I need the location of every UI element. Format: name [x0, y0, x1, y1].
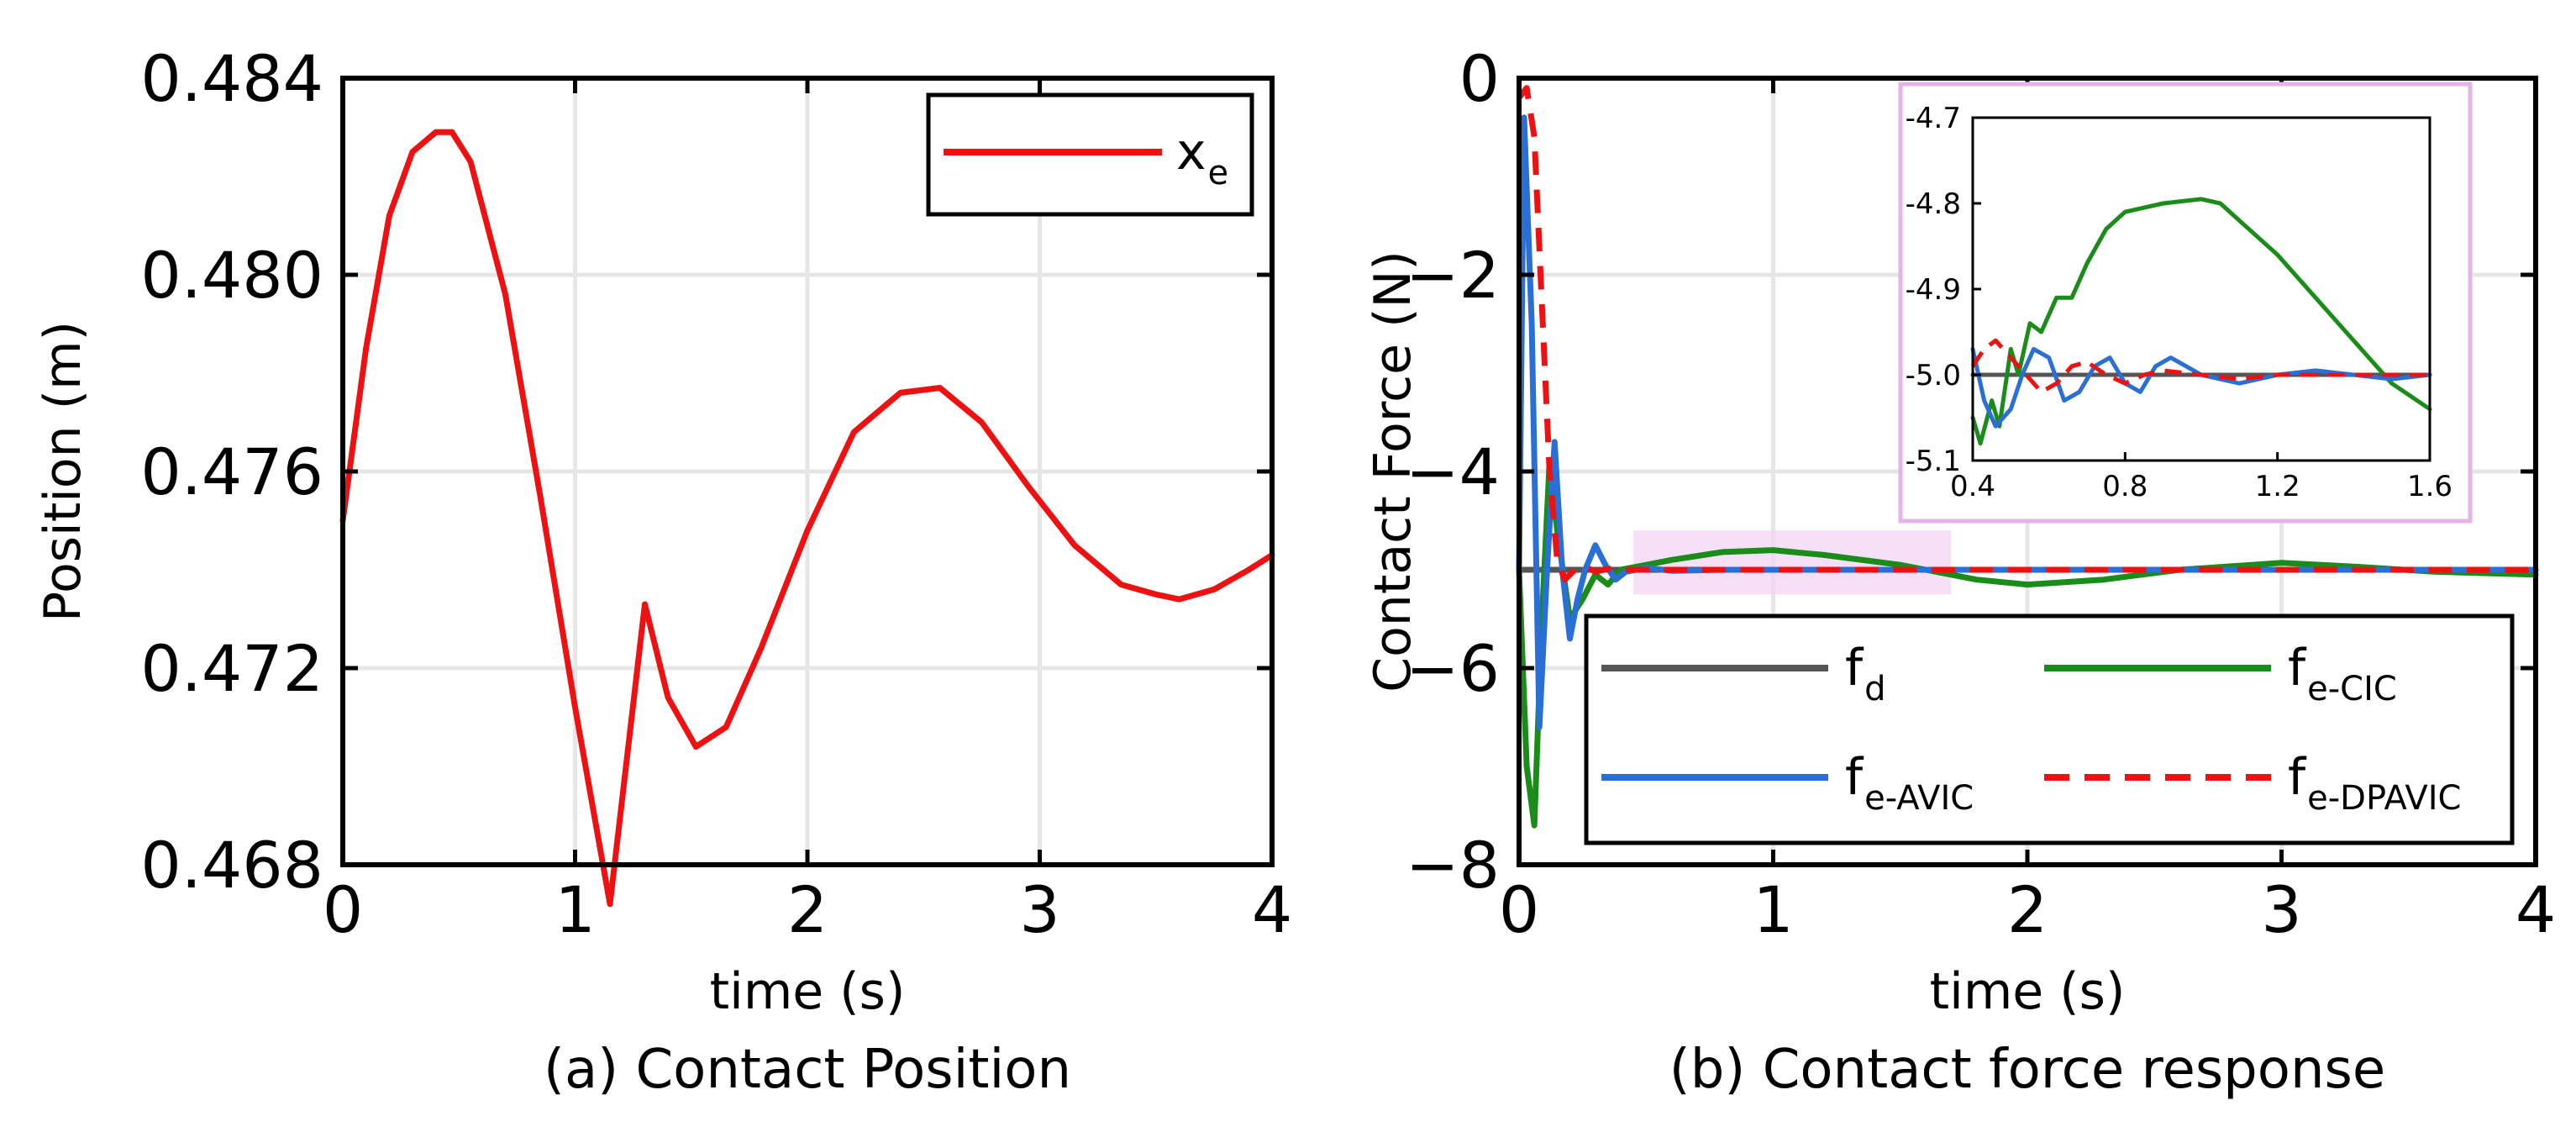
y-axis-label: Position (m)	[34, 321, 92, 622]
legend-label-f_e-DPAVIC-base: f	[2288, 748, 2307, 807]
x-tick-label: 2	[2007, 872, 2048, 947]
x-tick-label: 4	[2516, 872, 2556, 947]
x-axis-label: time (s)	[1930, 962, 2126, 1021]
legend-label-f_e-CIC-sub: e-CIC	[2307, 670, 2397, 708]
y-tick-label: 0.472	[140, 631, 323, 706]
legend-label-x_e-base: x	[1176, 123, 1207, 182]
legend-box	[1584, 613, 2515, 845]
legend: xe	[926, 92, 1254, 217]
inset-y-tick-label: -4.9	[1906, 273, 1961, 307]
panel-b: 0 1 2 3 4 −8 −6 −4 −2 0 time (s) Contact Force (N) (…	[1364, 41, 2556, 1101]
y-tick-label: −4	[1406, 434, 1500, 509]
legend-label-f_e-CIC-base: f	[2288, 639, 2307, 698]
x-tick-label: 0	[323, 872, 363, 947]
y-tick-label: 0.468	[140, 828, 323, 903]
x-tick-label: 3	[1019, 872, 1059, 947]
inset-series-line-f_e-DPAVIC	[1970, 338, 2430, 394]
series-line-f_e-DPAVIC	[1517, 85, 2536, 583]
legend-label-f_e-AVIC: fe-AVIC	[1845, 748, 1974, 818]
legend-label-x_e-sub: e	[1208, 154, 1229, 192]
legend-label-f_d: fd	[1845, 639, 1886, 708]
y-tick-label: 0.484	[140, 41, 323, 116]
inset-y-tick-label: -4.8	[1906, 187, 1961, 221]
x-axis-label: time (s)	[710, 962, 906, 1021]
y-tick-label: 0.480	[140, 238, 323, 313]
x-tick-label: 1	[1753, 872, 1793, 947]
inset-y-tick-label: -5.1	[1906, 445, 1961, 478]
legend-label-x_e: xe	[1176, 123, 1228, 192]
inset-x-tick-label: 0.4	[1950, 470, 1995, 503]
legend-label-f_e-DPAVIC: fe-DPAVIC	[2288, 748, 2461, 818]
y-tick-label: 0	[1459, 41, 1500, 116]
x-tick-label: 0	[1499, 872, 1539, 947]
x-tick-label: 4	[1252, 872, 1292, 947]
inset-x-tick-label: 0.8	[2102, 470, 2148, 503]
inset-chart: 0.4 0.8 1.2 1.6 -5.1 -5.0 -4.9 -4.8 -4.7	[1898, 82, 2473, 524]
y-tick-label: −8	[1406, 828, 1500, 903]
inset-background	[1898, 82, 2473, 524]
inset-x-tick-label: 1.6	[2407, 470, 2452, 503]
y-tick-label: −6	[1406, 631, 1500, 706]
x-tick-label: 2	[787, 872, 828, 947]
inset-y-tick-label: -5.0	[1906, 359, 1961, 392]
panel-caption: (b) Contact force response	[1669, 1039, 2385, 1101]
y-axis-label: Contact Force (N)	[1364, 250, 1422, 692]
panel-a: 0 1 2 3 4 0.468 0.472 0.476 0.480 0.484 time (s) Po…	[34, 41, 1292, 1101]
series-line-x_e	[339, 129, 1275, 908]
inset-y-tick-label: -4.7	[1906, 102, 1961, 135]
legend-label-f_d-base: f	[1845, 639, 1864, 698]
panel-caption: (a) Contact Position	[544, 1039, 1071, 1101]
inset-series-line-f_e-CIC	[1970, 197, 2432, 446]
x-tick-label: 1	[555, 872, 595, 947]
legend-label-f_d-sub: d	[1864, 670, 1885, 708]
legend-label-f_e-AVIC-sub: e-AVIC	[1864, 779, 1974, 818]
zoom-region	[1633, 530, 1952, 595]
x-tick-label: 3	[2261, 872, 2301, 947]
legend-label-f_e-AVIC-base: f	[1845, 748, 1864, 807]
y-tick-label: −2	[1406, 238, 1500, 313]
legend-label-f_e-CIC: fe-CIC	[2288, 639, 2397, 708]
inset-x-tick-label: 1.2	[2255, 470, 2300, 503]
legend-label-f_e-DPAVIC-sub: e-DPAVIC	[2307, 779, 2461, 818]
y-tick-label: 0.476	[140, 434, 323, 509]
